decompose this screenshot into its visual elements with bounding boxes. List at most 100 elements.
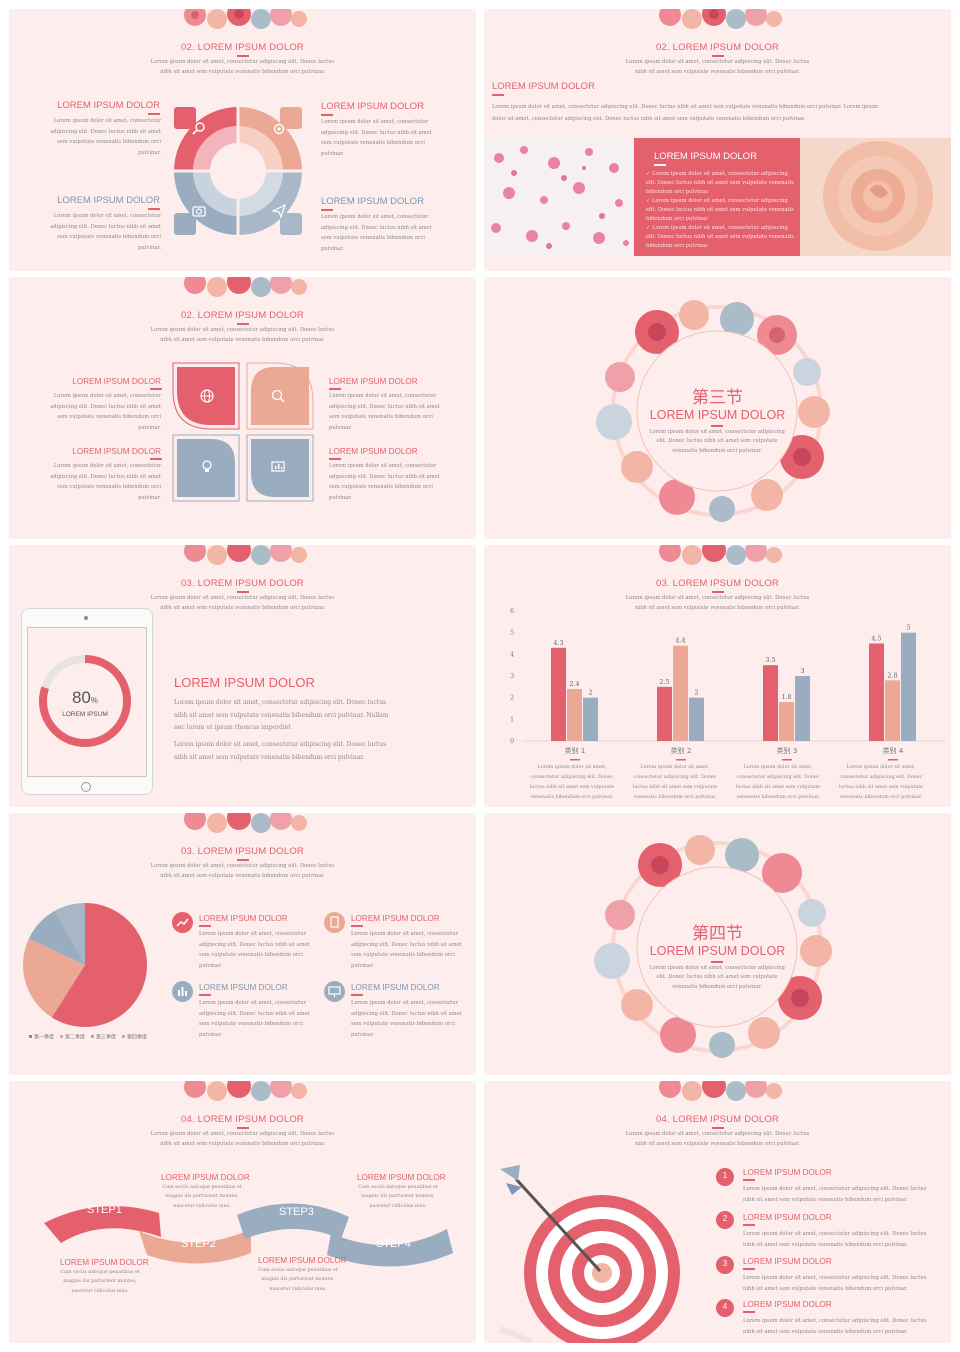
slide-9-steps[interactable]: 04. LOREM IPSUM DOLOR Lorem ipsum dolor … <box>9 1081 476 1343</box>
section-number: 第四节 <box>692 924 743 944</box>
bar <box>885 680 900 741</box>
item-text-3: Lorem ipsum dolor sit amet, consectetur … <box>50 463 161 501</box>
item-text-4: Lorem ipsum dolor sit amet, consectetur … <box>743 1318 927 1335</box>
section-title: LOREM IPSUM DOLOR <box>649 408 786 422</box>
bullet-2-text: Lorem ipsum dolor sit amet, consectetur … <box>646 198 794 223</box>
slide-3[interactable]: 02. LOREM IPSUM DOLOR Lorem ipsum dolor … <box>9 277 476 539</box>
category-caption-2: Lorem ipsum dolor sit amet, consectetur … <box>632 765 718 800</box>
slide-5[interactable]: 03. LOREM IPSUM DOLOR Lorem ipsum dolor … <box>9 545 476 807</box>
percent-value: 80% <box>37 688 133 708</box>
category-underline <box>782 759 792 761</box>
bar <box>583 697 598 741</box>
step-2-band <box>139 1229 251 1264</box>
item-heading-4: LOREM IPSUM DOLOR <box>329 447 418 456</box>
item-heading-1: LOREM IPSUM DOLOR <box>743 1168 832 1177</box>
pie-slice <box>55 903 85 965</box>
section-underline <box>711 425 723 427</box>
step-1-band <box>44 1205 161 1243</box>
category-underline <box>570 759 580 761</box>
item-text-2: Lorem ipsum dolor sit amet, consectetur … <box>743 1231 927 1248</box>
title-underline <box>237 859 249 861</box>
globe-icon <box>200 389 214 403</box>
flower-band-decoration <box>184 1081 307 1101</box>
item-heading-3: LOREM IPSUM DOLOR <box>743 1257 832 1266</box>
bar-chart: 0 1 2 3 4 5 6 4.3 2.4 2 类别 1 2.5 4.4 2 类别 2 3.5 1.8 3 类别 3… <box>510 608 946 761</box>
bar-value-label: 2.8 <box>887 671 897 679</box>
bar-chart-icon <box>172 981 193 1002</box>
slide-4-section-divider[interactable]: 第三节 LOREM IPSUM DOLOR Lorem ipsum dolor … <box>484 277 951 539</box>
number-3: 3 <box>722 1259 728 1268</box>
slide-1[interactable]: 02. LOREM IPSUM DOLOR Lorem ipsum dolor … <box>9 9 476 271</box>
item-text-1: Lorem ipsum dolor sit amet, consectetur … <box>199 931 310 969</box>
item-underline-3 <box>199 994 211 996</box>
item-heading-3: LOREM IPSUM DOLOR <box>72 447 161 456</box>
bar <box>657 686 672 741</box>
slide-subtitle: Lorem ipsum dolor sit amet, consectetur … <box>150 59 335 75</box>
item-text-2: Lorem ipsum dolor sit amet, consectetur … <box>329 393 440 431</box>
bullet-3: ✓ Lorem ipsum dolor sit amet, consectetu… <box>646 225 794 250</box>
bar-value-label: 4.5 <box>871 635 881 643</box>
target-bullseye <box>498 1165 680 1343</box>
percent-unit: % <box>90 696 99 705</box>
monitor-chart-icon <box>271 461 285 472</box>
item-text-2: Lorem ipsum dolor sit amet, consectetur … <box>351 931 462 969</box>
step-3-label: STEP3 <box>279 1206 314 1218</box>
feature-box-underline <box>654 164 666 166</box>
slide-subtitle: Lorem ipsum dolor sit amet, consectetur … <box>150 327 335 343</box>
slide-7-pie-chart[interactable]: 03. LOREM IPSUM DOLOR Lorem ipsum dolor … <box>9 813 476 1075</box>
flower-band-decoration <box>659 1081 782 1101</box>
legend-label: 第三季度 <box>96 1034 116 1041</box>
trend-up-icon <box>172 912 193 933</box>
slide-8-section-divider[interactable]: 第四节 LOREM IPSUM DOLOR Lorem ipsum dolor … <box>484 813 951 1075</box>
slide-title: 02. LOREM IPSUM DOLOR <box>181 42 304 53</box>
item-underline-3 <box>743 1268 755 1270</box>
slide-2[interactable]: 02. LOREM IPSUM DOLOR Lorem ipsum dolor … <box>484 9 951 271</box>
item-heading-2: LOREM IPSUM DOLOR <box>351 914 440 923</box>
item-underline-1 <box>150 388 162 390</box>
search-icon <box>271 389 285 403</box>
number-badge-4 <box>716 1299 734 1317</box>
slide-6-bar-chart[interactable]: 03. LOREM IPSUM DOLOR Lorem ipsum dolor … <box>484 545 951 807</box>
item-underline-2 <box>321 114 333 116</box>
bar-value-label: 4.4 <box>675 637 685 645</box>
y-tick-label: 5 <box>510 630 514 637</box>
bar-value-label: 5 <box>906 624 910 632</box>
number-2: 2 <box>722 1214 728 1223</box>
tablet-home-button <box>81 782 91 792</box>
step-4-band <box>327 1229 453 1267</box>
bullet-3-text: Lorem ipsum dolor sit amet, consectetur … <box>646 225 794 250</box>
slide-title: 04. LOREM IPSUM DOLOR <box>656 1114 779 1125</box>
item-text-1: Lorem ipsum dolor sit amet, consectetur … <box>50 393 161 431</box>
category-underline <box>676 759 686 761</box>
category-label: 类别 4 <box>883 746 904 755</box>
slide-10-target[interactable]: 04. LOREM IPSUM DOLOR Lorem ipsum dolor … <box>484 1081 951 1343</box>
item-text-3: Lorem ipsum dolor sit amet, consectetur … <box>743 1275 927 1292</box>
step-4-heading: LOREM IPSUM DOLOR <box>258 1256 347 1265</box>
bar-value-label: 3 <box>800 667 804 675</box>
flower-wreath <box>594 835 832 1058</box>
item-heading-1: LOREM IPSUM DOLOR <box>57 100 160 111</box>
heading-underline <box>492 94 504 96</box>
item-heading-4: LOREM IPSUM DOLOR <box>351 983 440 992</box>
lightbulb-icon <box>202 460 212 472</box>
title-underline <box>712 591 724 593</box>
bullet-1: ✓ Lorem ipsum dolor sit amet, consectetu… <box>646 171 794 196</box>
number-4: 4 <box>722 1302 728 1311</box>
tablet-camera <box>84 616 88 620</box>
bullet-1-text: Lorem ipsum dolor sit amet, consectetur … <box>646 171 794 196</box>
step-1-text: Cum sociis natoque penatibus et magnis d… <box>162 1185 242 1209</box>
progress-ring-fill <box>39 655 131 747</box>
bar-value-label: 1.8 <box>781 693 791 701</box>
y-tick-label: 6 <box>510 608 514 615</box>
item-heading-2: LOREM IPSUM DOLOR <box>329 377 418 386</box>
item-heading-1: LOREM IPSUM DOLOR <box>72 377 161 386</box>
feature-box-title: LOREM IPSUM DOLOR <box>654 151 757 162</box>
section-heading: LOREM IPSUM DOLOR <box>492 81 595 92</box>
item-text-1: Lorem ipsum dolor sit amet, consectetur … <box>50 118 161 156</box>
slide-subtitle: Lorem ipsum dolor sit amet, consectetur … <box>150 595 335 611</box>
slide-subtitle: Lorem ipsum dolor sit amet, consectetur … <box>625 59 810 75</box>
bar-value-label: 2 <box>694 689 698 697</box>
step-2-heading: LOREM IPSUM DOLOR <box>60 1258 149 1267</box>
item-underline-2 <box>329 388 341 390</box>
